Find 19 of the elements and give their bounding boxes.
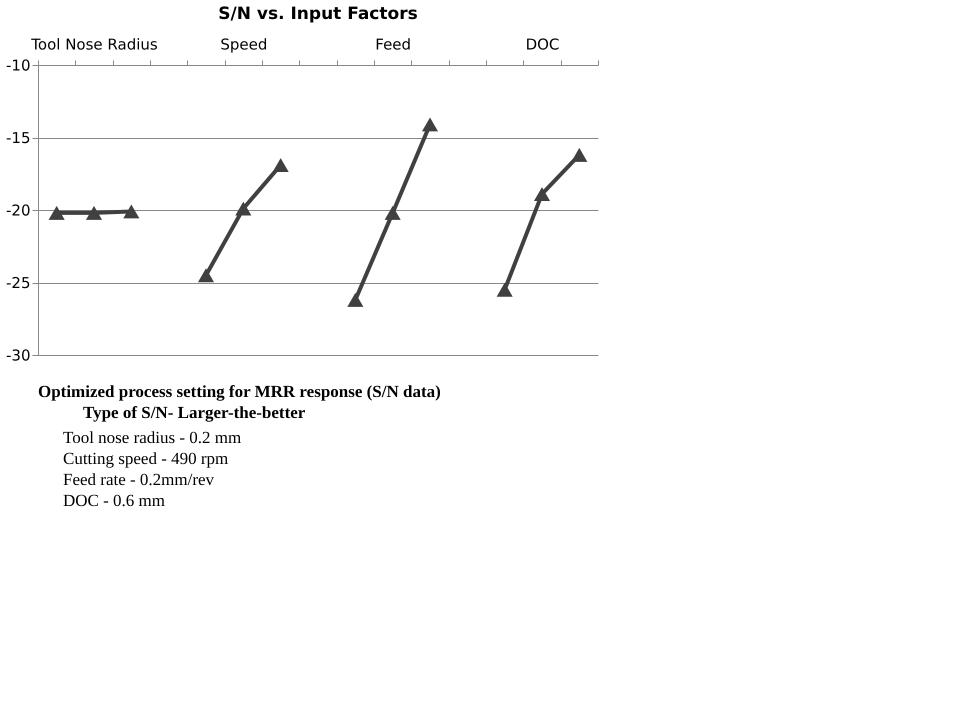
point <box>48 206 65 220</box>
point <box>123 204 140 218</box>
text: Cutting speed - 490 rpm <box>63 449 228 468</box>
x-tick-label: Speed <box>220 36 268 54</box>
y-tick-label: -20 <box>6 202 30 220</box>
x-tick-label: DOC <box>526 36 560 54</box>
text: Tool nose radius - 0.2 mm <box>63 428 242 447</box>
text: Optimized process setting for MRR response (S/N data) <box>38 382 441 401</box>
y-tick-label: -25 <box>6 274 30 292</box>
text: DOC - 0.6 mm <box>63 491 165 510</box>
y-tick-label: -30 <box>6 346 30 364</box>
x-tick-label: Feed <box>375 36 412 54</box>
y-tick-label: -15 <box>6 129 30 147</box>
text: Type of S/N- Larger-the-better <box>83 403 306 422</box>
x-tick-label: Tool Nose Radius <box>30 36 158 54</box>
chart-title: S/N vs. Input Factors <box>218 4 418 24</box>
point <box>86 206 102 220</box>
y-tick-label: -10 <box>6 56 30 74</box>
text: Feed rate - 0.2mm/rev <box>63 470 215 489</box>
